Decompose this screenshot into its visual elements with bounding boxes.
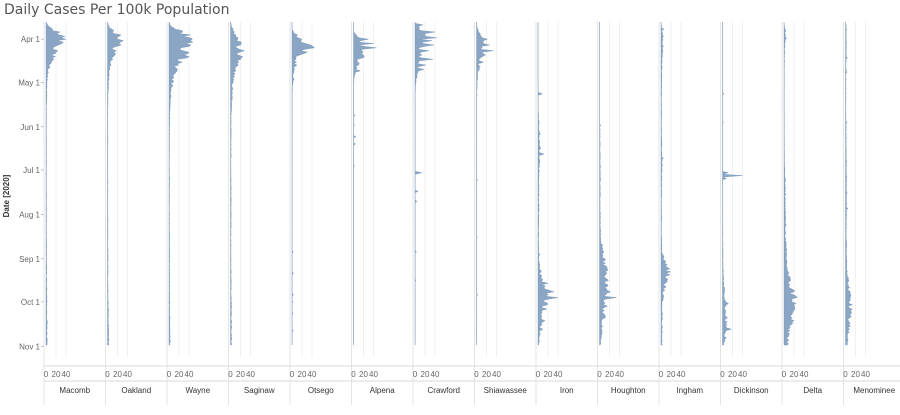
value-tick-label: 20 xyxy=(298,370,307,379)
county-label: Delta xyxy=(803,386,822,395)
value-tick-label: 20 xyxy=(605,370,614,379)
value-tick-label: 0 xyxy=(843,370,848,379)
value-tick-label: 40 xyxy=(185,370,194,379)
value-tick-label: 40 xyxy=(62,370,71,379)
value-tick-label: 0 xyxy=(720,370,725,379)
value-tick-label: 20 xyxy=(482,370,491,379)
value-tick-label: 0 xyxy=(105,370,110,379)
value-tick-label: 40 xyxy=(308,370,317,379)
county-label: Crawford xyxy=(428,386,460,395)
value-tick-label: 40 xyxy=(738,370,747,379)
county-label: Iron xyxy=(560,386,574,395)
area-series-crawford xyxy=(414,21,438,346)
value-tick-label: 20 xyxy=(421,370,430,379)
area-series-dickinson xyxy=(722,22,743,346)
area-series-wayne xyxy=(168,21,194,346)
county-label: Menominee xyxy=(853,386,895,395)
area-series-delta xyxy=(783,21,798,346)
value-tick-label: 0 xyxy=(536,370,541,379)
county-label: Otsego xyxy=(308,386,334,395)
value-tick-label: 20 xyxy=(52,370,61,379)
date-tick-label: Nov 1 xyxy=(19,342,40,351)
date-tick-label: May 1 xyxy=(18,78,40,87)
county-label: Houghton xyxy=(611,386,646,395)
area-series-menominee xyxy=(845,21,854,346)
value-tick-label: 40 xyxy=(369,370,378,379)
y-axis-title: Date [2020] xyxy=(2,174,11,217)
county-label: Ingham xyxy=(676,386,703,395)
county-label: Alpena xyxy=(370,386,395,395)
county-label: Dickinson xyxy=(734,386,769,395)
value-tick-label: 40 xyxy=(800,370,809,379)
value-tick-label: 40 xyxy=(123,370,132,379)
area-series-alpena xyxy=(353,22,377,346)
area-series-houghton xyxy=(599,22,617,346)
area-series-oakland xyxy=(107,21,125,346)
value-tick-label: 0 xyxy=(659,370,664,379)
county-label: Saginaw xyxy=(244,386,275,395)
area-series-otsego xyxy=(291,22,315,346)
area-series-ingham xyxy=(660,21,672,346)
value-tick-label: 20 xyxy=(544,370,553,379)
area-series-shiawassee xyxy=(476,21,494,346)
value-tick-label: 20 xyxy=(175,370,184,379)
value-tick-label: 40 xyxy=(554,370,563,379)
date-tick-label: Oct 1 xyxy=(21,298,41,307)
value-tick-label: 0 xyxy=(167,370,172,379)
value-tick-label: 0 xyxy=(228,370,233,379)
area-series-saginaw xyxy=(230,21,246,346)
date-tick-label: Sep 1 xyxy=(19,255,40,264)
chart-title: Daily Cases Per 100k Population xyxy=(4,2,230,18)
value-tick-label: 20 xyxy=(667,370,676,379)
value-tick-label: 40 xyxy=(861,370,870,379)
value-tick-label: 20 xyxy=(851,370,860,379)
value-tick-label: 0 xyxy=(413,370,418,379)
value-tick-label: 40 xyxy=(677,370,686,379)
area-series-iron xyxy=(537,22,559,346)
value-tick-label: 0 xyxy=(474,370,479,379)
value-tick-label: 0 xyxy=(44,370,49,379)
value-tick-label: 40 xyxy=(431,370,440,379)
date-tick-label: Jul 1 xyxy=(23,166,40,175)
value-tick-label: 20 xyxy=(790,370,799,379)
value-tick-label: 20 xyxy=(113,370,122,379)
value-tick-label: 0 xyxy=(782,370,787,379)
value-tick-label: 40 xyxy=(615,370,624,379)
value-tick-label: 40 xyxy=(492,370,501,379)
county-label: Macomb xyxy=(59,386,90,395)
value-tick-label: 0 xyxy=(597,370,602,379)
value-tick-label: 20 xyxy=(359,370,368,379)
value-tick-label: 20 xyxy=(728,370,737,379)
value-tick-label: 20 xyxy=(236,370,245,379)
county-label: Shiawassee xyxy=(484,386,528,395)
value-tick-label: 0 xyxy=(351,370,356,379)
county-label: Oakland xyxy=(121,386,151,395)
value-tick-label: 40 xyxy=(246,370,255,379)
date-tick-label: Apr 1 xyxy=(21,35,41,44)
date-tick-label: Jun 1 xyxy=(20,123,40,132)
date-tick-label: Aug 1 xyxy=(19,210,40,219)
value-tick-label: 0 xyxy=(290,370,295,379)
county-label: Wayne xyxy=(185,386,210,395)
area-series-macomb xyxy=(45,21,67,346)
